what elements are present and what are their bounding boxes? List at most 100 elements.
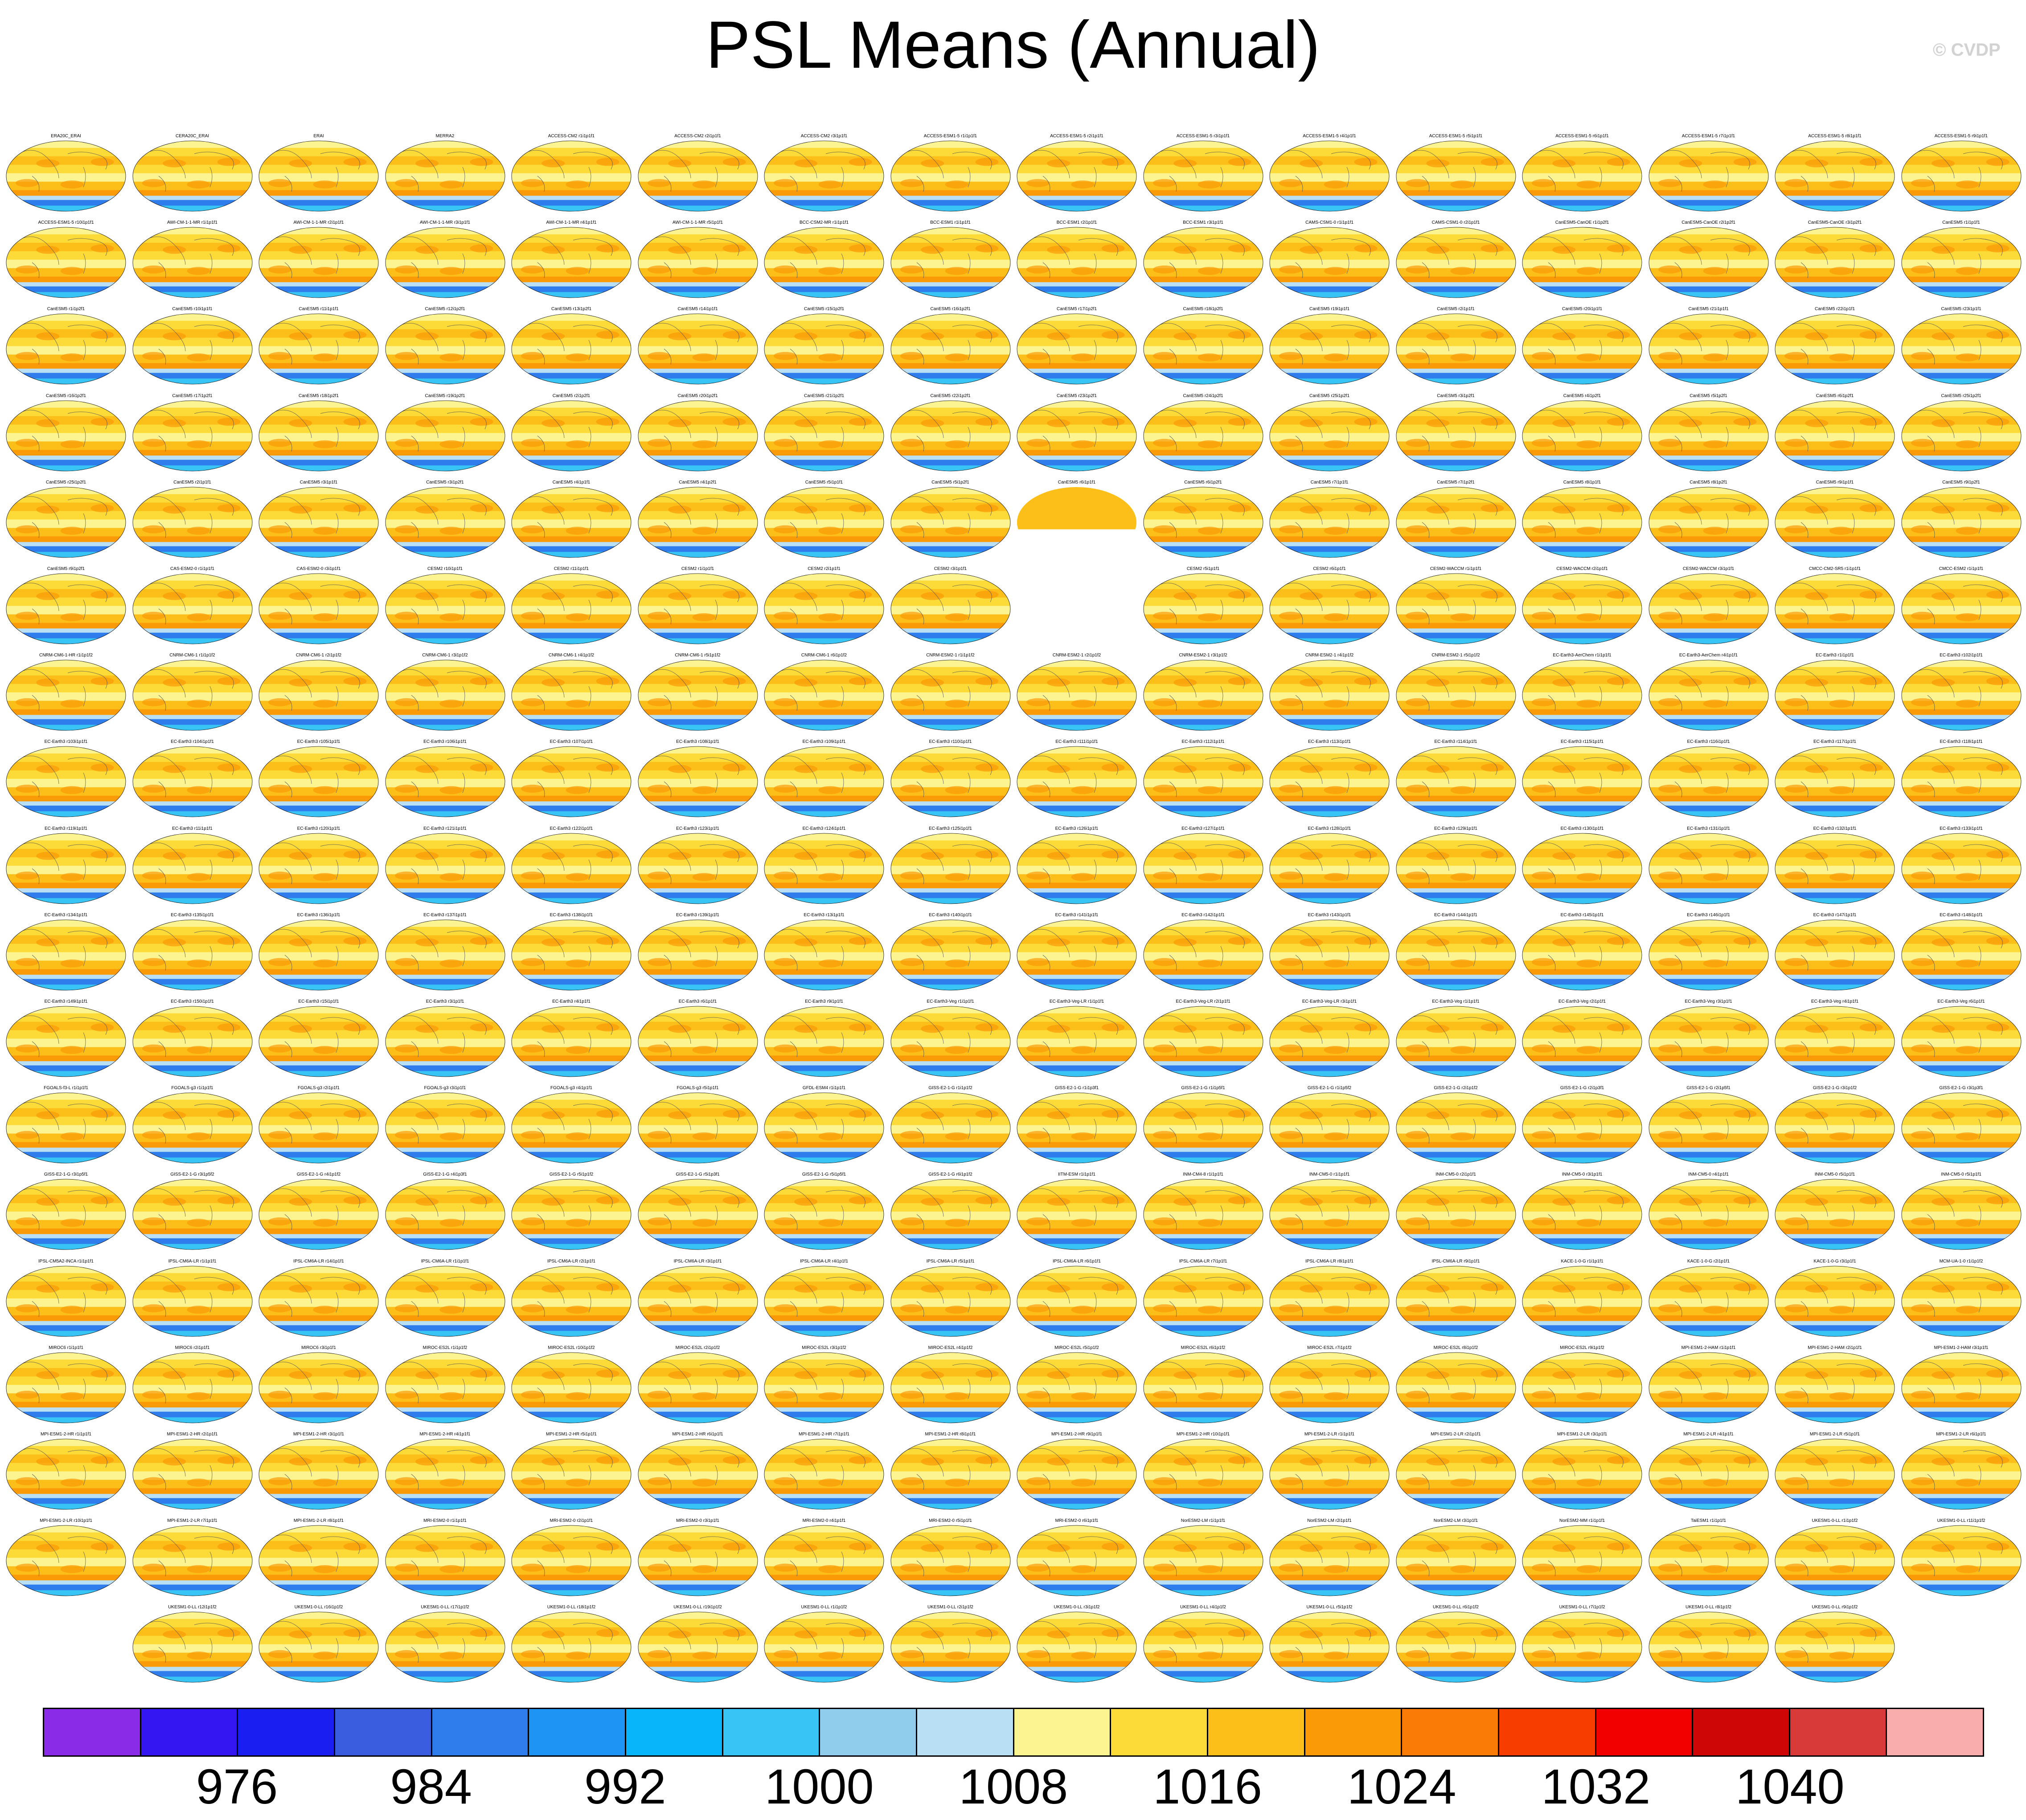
panel-title: EC-Earth3-AerChem r1i1p1f1 [1553, 653, 1612, 658]
panel-title: MIROC-ES2L r9i1p1f2 [1560, 1345, 1604, 1350]
panel-title: CNRM-ESM2-1 r3i1p1f2 [1179, 653, 1227, 658]
map-panel: MIROC-ES2L r1i1p1f2 [385, 1345, 506, 1424]
psl-map [6, 1006, 126, 1077]
psl-map [1901, 227, 2021, 298]
panel-title: EC-Earth3 r137i1p1f1 [423, 912, 467, 918]
psl-map [1269, 660, 1390, 731]
panel-title: CNRM-CM6-1 r2i1p1f2 [295, 653, 342, 658]
map-panel: MPI-ESM1-2-HR r8i1p1f1 [890, 1432, 1011, 1510]
map-panel: NorESM2-MM r1i1p1f1 [1522, 1518, 1643, 1597]
map-panel: GISS-E2-1-G r2i1p1f2 [1395, 1086, 1517, 1164]
psl-map [1017, 1352, 1137, 1423]
map-panel: CanESM5 r9i1p2f1 [1901, 480, 2022, 558]
panel-title: EC-Earth3 r133i1p1f1 [1940, 826, 1983, 831]
map-panel: EC-Earth3 r150i1p1f1 [132, 999, 253, 1078]
psl-map [132, 746, 252, 817]
psl-map [1143, 227, 1263, 298]
map-panel: GISS-E2-1-G r3i1p3f1 [1901, 1086, 2022, 1164]
panel-title: ACCESS-ESM1-5 r4i1p1f1 [1303, 134, 1356, 139]
psl-map [258, 227, 379, 298]
panel-title: MIROC6 r1i1p1f1 [49, 1345, 83, 1350]
psl-map [258, 1352, 379, 1423]
panel-title: EC-Earth3-AerChem r4i1p1f1 [1679, 653, 1738, 658]
panel-title: EC-Earth3 r103i1p1f1 [44, 739, 88, 745]
psl-map [1775, 573, 1895, 644]
psl-map [764, 1266, 884, 1336]
map-panel: MIROC6 r3i1p1f1 [258, 1345, 379, 1424]
psl-map [258, 1439, 379, 1510]
psl-map [1396, 487, 1516, 558]
panel-title: EC-Earth3 r132i1p1f1 [1813, 826, 1857, 831]
panel-title: CanESM5 r9i1p2f1 [47, 566, 85, 571]
panel-title: ACCESS-CM2 r2i1p1f1 [674, 134, 721, 139]
colorbar-tick-label: 992 [584, 1759, 666, 1814]
map-panel: UKESM1-0-LL r12i1p1f2 [132, 1605, 253, 1683]
psl-map [638, 833, 758, 904]
psl-map [511, 833, 632, 904]
panel-title: CNRM-ESM2-1 r4i1p1f2 [1305, 653, 1354, 658]
psl-map [1143, 1092, 1263, 1164]
panel-title: EC-Earth3 r9i1p1f1 [805, 999, 843, 1004]
panel-title: EC-Earth3 r138i1p1f1 [550, 912, 593, 918]
psl-map [132, 1266, 252, 1336]
psl-map [764, 487, 884, 558]
psl-map [638, 1439, 758, 1510]
panel-title: EC-Earth3 r108i1p1f1 [676, 739, 719, 745]
map-panel: EC-Earth3 r13i1p1f1 [763, 913, 885, 991]
psl-map [1522, 1352, 1642, 1423]
panel-title: GISS-E2-1-G r2i1p5f1 [1686, 1086, 1731, 1091]
panel-title: ACCESS-ESM1-5 r7i1p1f1 [1681, 134, 1735, 139]
map-panel: CanESM5 r1i1p1f1 [1901, 220, 2022, 299]
panel-title: CanESM5 r6i1p2f1 [1816, 393, 1854, 398]
psl-map [638, 1179, 758, 1250]
panel-title: GISS-E2-1-G r5i1p3f1 [676, 1172, 720, 1177]
panel-title: INM-CM5-0 r5i1p1f1 [1814, 1172, 1855, 1177]
map-panel: AWI-CM-1-1-MR r4i1p1f1 [511, 220, 632, 299]
panel-title: MPI-ESM1-2-HR r5i1p1f1 [546, 1432, 597, 1437]
panel-title: NorESM2-LM r2i1p1f1 [1307, 1518, 1352, 1524]
psl-map [1522, 573, 1642, 644]
panel-title: CNRM-CM6-1 r5i1p1f2 [675, 653, 721, 658]
panel-title: EC-Earth3-Veg r6i1p1f1 [1937, 999, 1985, 1004]
chart-title: PSL Means (Annual) [705, 7, 1321, 82]
panel-title: BCC-ESM1 r1i1p1f1 [930, 220, 971, 225]
panel-title: CMCC-ESM2 r1i1p1f1 [1939, 566, 1984, 571]
psl-map [638, 140, 758, 212]
colorbar-tick-label: 984 [390, 1759, 472, 1814]
map-panel: GISS-E2-1-G r3i1p5f1 [5, 1172, 127, 1250]
map-panel: INM-CM5-0 r2i1p1f1 [1395, 1172, 1517, 1250]
map-panel: EC-Earth3 r122i1p1f1 [511, 826, 632, 905]
map-panel: CAMS-CSM1-0 r2i1p1f1 [1395, 220, 1517, 299]
map-panel: CanESM5 r2i1p1f1 [1395, 307, 1517, 385]
panel-title: EC-Earth3 r130i1p1f1 [1560, 826, 1604, 831]
panel-title: UKESM1-0-LL r3i1p1f2 [1054, 1605, 1100, 1610]
panel-title: EC-Earth3 r149i1p1f1 [44, 999, 88, 1004]
psl-map [1396, 1352, 1516, 1423]
map-panel: MIROC-ES2L r6i1p1f2 [1143, 1345, 1264, 1424]
map-panel: CanESM5 r16i1p2f1 [890, 307, 1011, 385]
panel-title: AWI-CM-1-1-MR r4i1p1f1 [546, 220, 597, 225]
map-panel: MPI-ESM1-2-HAM r3i1p1f1 [1901, 1345, 2022, 1424]
panel-title: EC-Earth3 r124i1p1f1 [802, 826, 846, 831]
psl-map [1017, 1525, 1137, 1596]
map-panel: EC-Earth3-Veg r1i1p1f1 [1395, 999, 1517, 1078]
panel-title: CESM2 r5i1p1f1 [1186, 566, 1220, 571]
panel-title: ACCESS-ESM1-5 r5i1p1f1 [1429, 134, 1483, 139]
panel-title: EC-Earth3 r104i1p1f1 [171, 739, 214, 745]
map-panel: CanESM5 r13i1p2f1 [511, 307, 632, 385]
panel-title: EC-Earth3-Veg r4i1p1f1 [1811, 999, 1859, 1004]
panel-title: EC-Earth3 r150i1p1f1 [171, 999, 214, 1004]
map-panel: GISS-E2-1-G r4i1p3f1 [385, 1172, 506, 1250]
map-panel: CNRM-ESM2-1 r4i1p1f2 [1269, 653, 1390, 731]
panel-title: MPI-ESM1-2-HAM r3i1p1f1 [1934, 1345, 1989, 1350]
panel-title: CanESM5 r9i1p2f1 [1942, 480, 1980, 485]
panel-title: CNRM-CM6-1-HR r1i1p1f2 [39, 653, 93, 658]
map-panel: MPI-ESM1-2-LR r3i1p1f1 [1522, 1432, 1643, 1510]
map-panel: UKESM1-0-LL r18i1p1f2 [511, 1605, 632, 1683]
panel-title: EC-Earth3 r129i1p1f1 [1434, 826, 1477, 831]
psl-map [385, 227, 505, 298]
map-panel: EC-Earth3 r123i1p1f1 [637, 826, 759, 905]
psl-map [638, 487, 758, 558]
map-panel: EC-Earth3 r1i1p1f1 [1774, 653, 1895, 731]
map-panel: EC-Earth3 r15i1p1f1 [258, 999, 379, 1078]
